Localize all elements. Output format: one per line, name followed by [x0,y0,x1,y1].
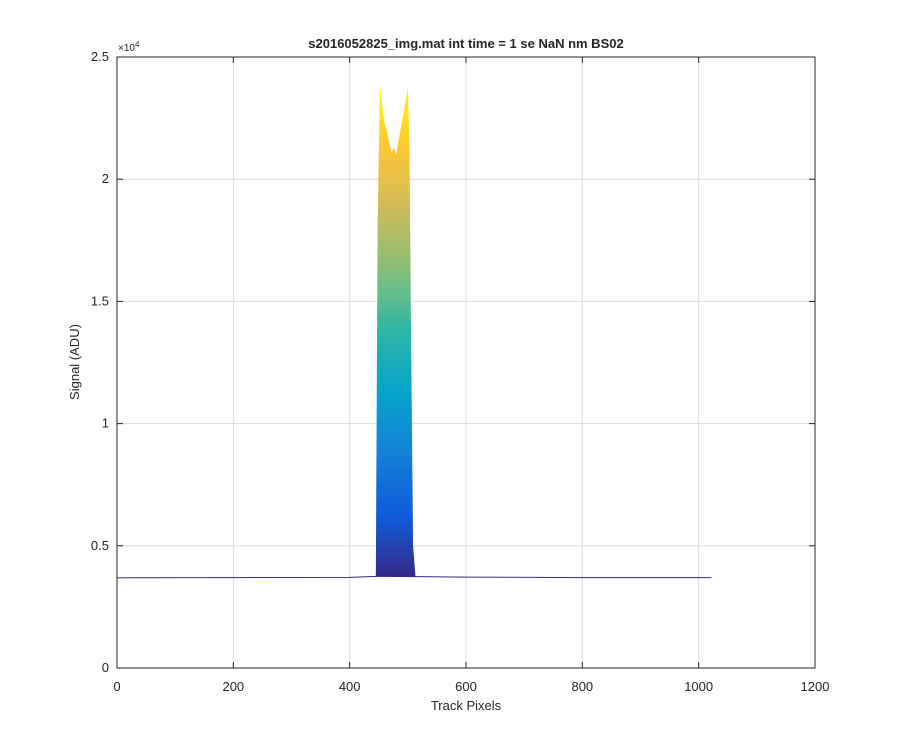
x-tick-label: 0 [113,679,120,694]
y-axis-ticks: 0 0.5 1 1.5 2 2.5 [91,49,815,675]
y-axis-label: Signal (ADU) [67,324,82,400]
y-tick-label: 1 [102,416,109,431]
x-tick-label: 400 [339,679,361,694]
grid-lines [117,57,815,668]
x-tick-label: 800 [571,679,593,694]
x-tick-label: 600 [455,679,477,694]
signal-series [116,83,712,579]
y-tick-label: 2.5 [91,49,109,64]
x-axis-ticks: 0 200 400 600 800 1000 1200 [113,57,829,694]
y-exponent-base: ×10 [118,43,135,54]
signal-peak-fill [375,83,416,577]
y-tick-label: 0 [102,660,109,675]
x-axis-label: Track Pixels [431,698,502,713]
y-exponent-power: 4 [135,40,140,49]
y-tick-label: 1.5 [91,293,109,308]
x-tick-label: 1000 [684,679,713,694]
signal-baseline [116,575,712,579]
y-tick-label: 2 [102,171,109,186]
x-tick-label: 1200 [801,679,830,694]
y-exponent-label: ×104 [118,40,140,54]
x-tick-label: 200 [222,679,244,694]
y-tick-label: 0.5 [91,538,109,553]
chart-title: s2016052825_img.mat int time = 1 se NaN … [308,36,623,51]
